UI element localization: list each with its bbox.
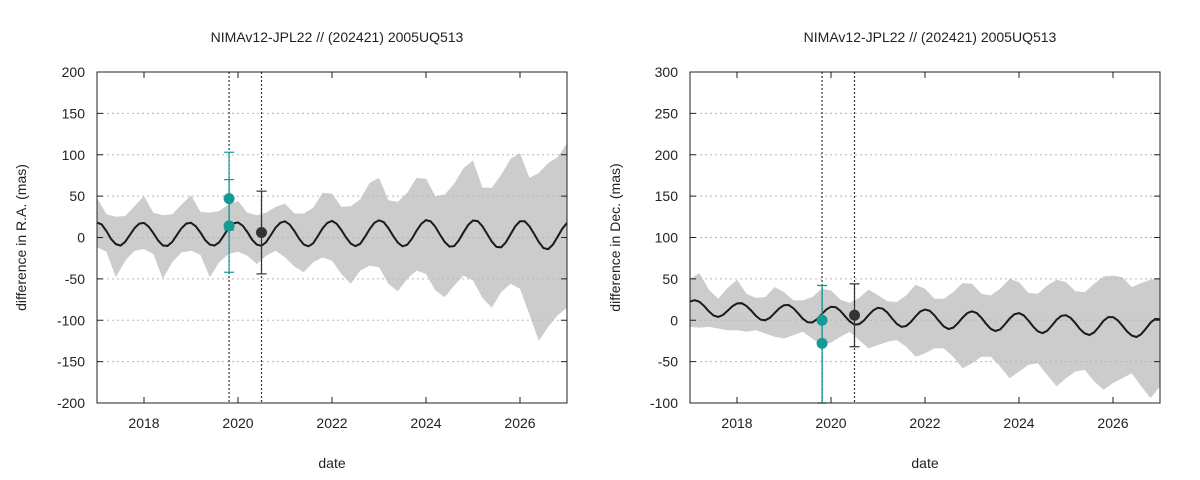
difference-curve: [97, 219, 567, 251]
x-tick-label: 2022: [316, 415, 347, 431]
x-tick-label: 2024: [410, 415, 441, 431]
x-tick-label: 2026: [504, 415, 535, 431]
y-tick-label: 150: [655, 188, 679, 204]
y-tick-label: -50: [65, 271, 85, 287]
x-tick-label: 2022: [909, 415, 940, 431]
data-point: [816, 337, 828, 349]
chart-1: -200 -150 -100 -50 0 50 100 150 200 2018 2020 2022 2…: [13, 29, 568, 471]
y-axis-title: difference in Dec. (mas): [607, 163, 623, 311]
y-tick-label: 0: [670, 312, 678, 328]
y-tick-label: 250: [655, 105, 679, 121]
y-tick-label: 0: [77, 230, 85, 246]
y-tick-label: 200: [655, 147, 679, 163]
x-axis-title: date: [911, 455, 938, 471]
y-tick-label: 50: [662, 271, 678, 287]
chart-title: NIMAv12-JPL22 // (202421) 2005UQ513: [211, 29, 464, 45]
data-point: [223, 220, 235, 232]
y-tick-label: 200: [62, 64, 86, 80]
x-tick-label: 2020: [815, 415, 846, 431]
x-tick-label: 2018: [721, 415, 752, 431]
x-tick-label: 2024: [1003, 415, 1034, 431]
data-point: [849, 309, 860, 321]
difference-curve: [690, 299, 1160, 339]
y-tick-label: -100: [650, 395, 678, 411]
x-tick-label: 2020: [222, 415, 253, 431]
y-axis-title: difference in R.A. (mas): [13, 164, 29, 311]
y-tick-label: 150: [62, 105, 86, 121]
y-tick-label: -100: [57, 312, 85, 328]
x-axis-title: date: [318, 455, 345, 471]
chart-title: NIMAv12-JPL22 // (202421) 2005UQ513: [804, 29, 1057, 45]
y-tick-label: 300: [655, 64, 679, 80]
uncertainty-band: [97, 143, 567, 341]
y-tick-label: 50: [69, 188, 85, 204]
x-tick-label: 2018: [128, 415, 159, 431]
x-tick-label: 2026: [1097, 415, 1128, 431]
uncertainty-band: [690, 273, 1160, 398]
chart-2: -100 -50 0 50 100 150 200 250 300 2018 2020 2022 202…: [607, 29, 1161, 471]
y-tick-label: -200: [57, 395, 85, 411]
y-tick-label: -150: [57, 354, 85, 370]
y-tick-label: -50: [658, 354, 678, 370]
y-tick-label: 100: [62, 147, 86, 163]
data-point: [256, 227, 267, 239]
y-tick-label: 100: [655, 230, 679, 246]
